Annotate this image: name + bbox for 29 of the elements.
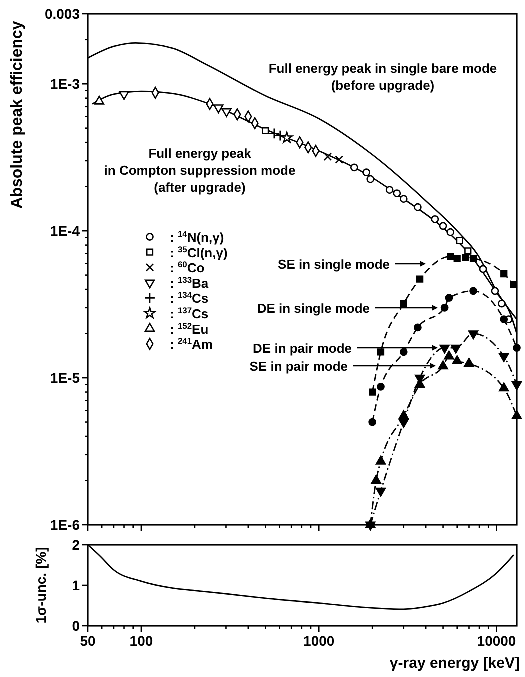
y-tick-label: 1E-3 bbox=[50, 76, 80, 92]
legend-label: : $^{152}$Eu bbox=[170, 320, 209, 337]
x-tick-label: 50 bbox=[80, 633, 96, 649]
y-tick-label: 0 bbox=[72, 618, 80, 634]
x-axis-title: γ-ray energy [keV] bbox=[390, 655, 520, 672]
annotation: DE in single mode bbox=[257, 301, 370, 316]
y-axis-title: Absolute peak efficiency bbox=[9, 21, 26, 209]
y-axis-title: 1σ-unc. [%] bbox=[33, 547, 49, 624]
legend-label: : $^{134}$Cs bbox=[170, 290, 209, 306]
legend-label: : $^{60}$Co bbox=[170, 260, 205, 276]
legend-label: : $^{133}$Ba bbox=[170, 274, 210, 291]
legend-label: : $^{137}$Cs bbox=[170, 306, 209, 322]
legend-label: : $^{14}$N(n,γ) bbox=[170, 229, 224, 245]
x-tick-label: 100 bbox=[130, 633, 154, 649]
legend-label: : $^{241}$Am bbox=[170, 336, 213, 352]
x-tick-label: 10000 bbox=[477, 633, 516, 649]
y-tick-label: 1E-5 bbox=[50, 370, 80, 386]
legend-label: : $^{35}$Cl(n,γ) bbox=[170, 244, 228, 260]
y-tick-label: 1 bbox=[72, 578, 80, 594]
annotation: SE in single mode bbox=[278, 257, 390, 272]
annotation: Full energy peak in Compton suppression mode (after upgrade) bbox=[104, 146, 296, 195]
annotation: SE in pair mode bbox=[250, 359, 348, 374]
y-tick-label: 0.003 bbox=[44, 6, 80, 22]
annotation: DE in pair mode bbox=[253, 341, 352, 356]
y-tick-label: 1E-6 bbox=[50, 517, 80, 533]
y-tick-label: 1E-4 bbox=[50, 223, 80, 240]
annotation: Full energy peak in single bare mode (before upgrade) bbox=[268, 61, 498, 93]
x-tick-label: 1000 bbox=[304, 633, 335, 649]
y-tick-label: 2 bbox=[72, 537, 80, 553]
